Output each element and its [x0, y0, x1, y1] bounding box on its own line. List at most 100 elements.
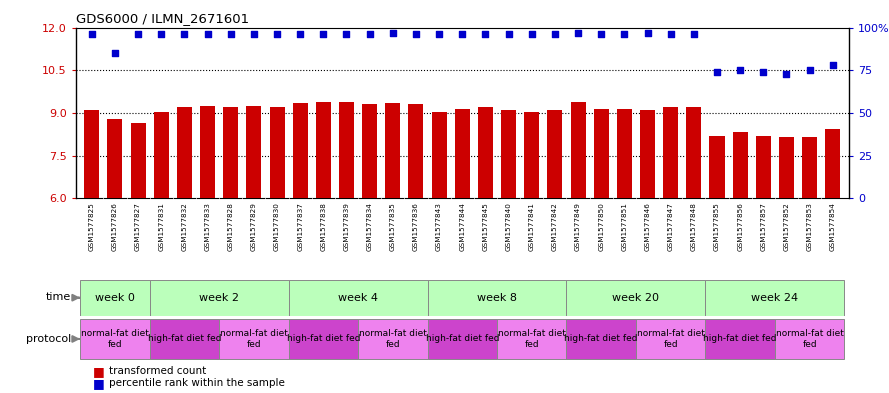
Point — [455, 31, 469, 37]
Text: normal-fat diet
fed: normal-fat diet fed — [359, 329, 427, 349]
Bar — [706, 319, 775, 359]
Text: normal-fat diet
fed: normal-fat diet fed — [220, 329, 288, 349]
Text: GSM1577833: GSM1577833 — [204, 202, 211, 251]
Bar — [756, 136, 771, 198]
Text: GSM1577836: GSM1577836 — [413, 202, 419, 251]
Point — [803, 67, 817, 73]
Text: GSM1577827: GSM1577827 — [135, 202, 141, 251]
Text: GSM1577846: GSM1577846 — [645, 202, 651, 251]
Text: high-fat diet fed: high-fat diet fed — [426, 334, 499, 343]
Text: high-fat diet fed: high-fat diet fed — [148, 334, 221, 343]
Bar — [289, 280, 428, 316]
Bar — [640, 110, 655, 198]
Text: GSM1577839: GSM1577839 — [343, 202, 349, 251]
Point — [663, 31, 677, 37]
Bar — [478, 107, 493, 198]
Bar — [131, 123, 146, 198]
Text: ■: ■ — [93, 365, 105, 378]
Bar — [316, 101, 331, 198]
Bar — [802, 137, 817, 198]
Bar — [501, 110, 517, 198]
Bar — [428, 280, 566, 316]
Point — [733, 67, 748, 73]
Point — [409, 31, 423, 37]
Point — [780, 70, 794, 77]
Point — [154, 31, 168, 37]
Point — [640, 29, 654, 36]
Text: GSM1577829: GSM1577829 — [251, 202, 257, 251]
Bar — [431, 112, 446, 198]
Text: high-fat diet fed: high-fat diet fed — [565, 334, 638, 343]
Text: GSM1577841: GSM1577841 — [529, 202, 535, 251]
Bar — [149, 319, 219, 359]
Point — [200, 31, 214, 37]
Text: GSM1577832: GSM1577832 — [181, 202, 188, 251]
Bar — [775, 319, 845, 359]
Point — [316, 31, 331, 37]
Point — [108, 50, 122, 56]
Point — [363, 31, 377, 37]
Text: GSM1577854: GSM1577854 — [829, 202, 836, 251]
Text: GSM1577849: GSM1577849 — [575, 202, 581, 251]
Text: protocol: protocol — [26, 334, 71, 344]
Text: week 24: week 24 — [751, 293, 798, 303]
Text: GSM1577826: GSM1577826 — [112, 202, 118, 251]
Text: time: time — [46, 292, 71, 302]
Bar — [358, 319, 428, 359]
Text: GSM1577838: GSM1577838 — [320, 202, 326, 251]
Text: GSM1577842: GSM1577842 — [552, 202, 558, 251]
Point — [525, 31, 539, 37]
Text: GSM1577825: GSM1577825 — [89, 202, 95, 251]
Text: normal-fat diet
fed: normal-fat diet fed — [81, 329, 148, 349]
Bar — [246, 106, 261, 198]
Bar — [385, 103, 400, 198]
Text: normal-fat diet
fed: normal-fat diet fed — [637, 329, 705, 349]
Bar — [80, 280, 149, 316]
Bar — [80, 319, 149, 359]
Text: GSM1577853: GSM1577853 — [806, 202, 813, 251]
Text: GSM1577857: GSM1577857 — [760, 202, 766, 251]
Point — [686, 31, 701, 37]
Point — [478, 31, 493, 37]
Bar — [455, 109, 469, 198]
Bar — [617, 109, 632, 198]
Text: GSM1577850: GSM1577850 — [598, 202, 605, 251]
Point — [177, 31, 191, 37]
Text: GSM1577828: GSM1577828 — [228, 202, 234, 251]
Text: GSM1577840: GSM1577840 — [506, 202, 511, 251]
Bar — [223, 107, 238, 198]
Bar — [289, 319, 358, 359]
Text: GSM1577830: GSM1577830 — [274, 202, 280, 251]
Text: week 8: week 8 — [477, 293, 517, 303]
Bar — [566, 319, 636, 359]
Point — [432, 31, 446, 37]
Text: week 20: week 20 — [613, 293, 660, 303]
Bar — [571, 101, 586, 198]
Text: normal-fat diet
fed: normal-fat diet fed — [498, 329, 565, 349]
Text: transformed count: transformed count — [109, 366, 206, 376]
Bar — [362, 105, 377, 198]
Text: normal-fat diet
fed: normal-fat diet fed — [776, 329, 844, 349]
Bar — [154, 112, 169, 198]
Bar — [149, 280, 289, 316]
Text: percentile rank within the sample: percentile rank within the sample — [109, 378, 285, 388]
Point — [131, 31, 145, 37]
Point — [270, 31, 284, 37]
Bar — [497, 319, 566, 359]
Point — [571, 29, 585, 36]
Point — [548, 31, 562, 37]
Bar — [84, 110, 100, 198]
Text: week 4: week 4 — [338, 293, 378, 303]
Bar — [292, 103, 308, 198]
Text: GSM1577835: GSM1577835 — [389, 202, 396, 251]
Point — [594, 31, 608, 37]
Text: GSM1577848: GSM1577848 — [691, 202, 697, 251]
Point — [293, 31, 308, 37]
Point — [757, 69, 771, 75]
Text: GSM1577852: GSM1577852 — [783, 202, 789, 251]
Bar — [108, 119, 123, 198]
Text: GSM1577831: GSM1577831 — [158, 202, 164, 251]
Bar — [428, 319, 497, 359]
Text: GSM1577837: GSM1577837 — [297, 202, 303, 251]
Bar — [177, 107, 192, 198]
